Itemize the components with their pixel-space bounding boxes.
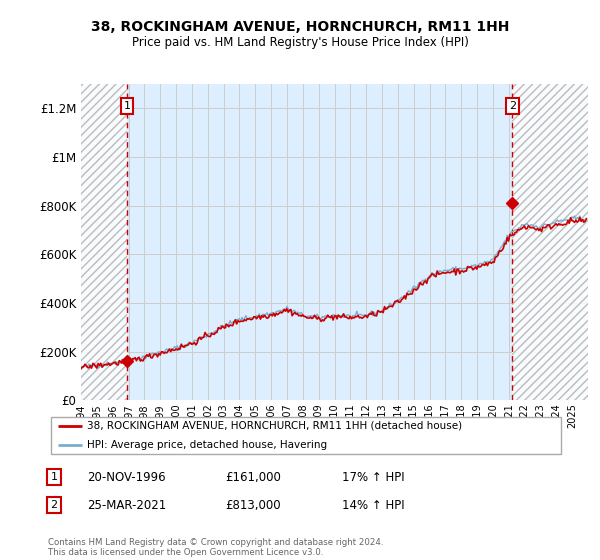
- Text: 25-MAR-2021: 25-MAR-2021: [87, 498, 166, 512]
- Text: Price paid vs. HM Land Registry's House Price Index (HPI): Price paid vs. HM Land Registry's House …: [131, 36, 469, 49]
- Text: 1: 1: [50, 472, 58, 482]
- Text: 2: 2: [50, 500, 58, 510]
- FancyBboxPatch shape: [50, 417, 562, 454]
- Bar: [81, 84, 127, 400]
- Text: £813,000: £813,000: [225, 498, 281, 512]
- Text: 38, ROCKINGHAM AVENUE, HORNCHURCH, RM11 1HH (detached house): 38, ROCKINGHAM AVENUE, HORNCHURCH, RM11 …: [86, 421, 462, 431]
- Text: 17% ↑ HPI: 17% ↑ HPI: [342, 470, 404, 484]
- Text: 20-NOV-1996: 20-NOV-1996: [87, 470, 166, 484]
- Text: 14% ↑ HPI: 14% ↑ HPI: [342, 498, 404, 512]
- Text: 1: 1: [124, 101, 130, 111]
- Bar: [81, 84, 127, 400]
- Text: HPI: Average price, detached house, Havering: HPI: Average price, detached house, Have…: [86, 440, 327, 450]
- Bar: [512, 84, 588, 400]
- Bar: [512, 84, 588, 400]
- Text: £161,000: £161,000: [225, 470, 281, 484]
- Text: 2: 2: [509, 101, 516, 111]
- Text: Contains HM Land Registry data © Crown copyright and database right 2024.
This d: Contains HM Land Registry data © Crown c…: [48, 538, 383, 557]
- Text: 38, ROCKINGHAM AVENUE, HORNCHURCH, RM11 1HH: 38, ROCKINGHAM AVENUE, HORNCHURCH, RM11 …: [91, 20, 509, 34]
